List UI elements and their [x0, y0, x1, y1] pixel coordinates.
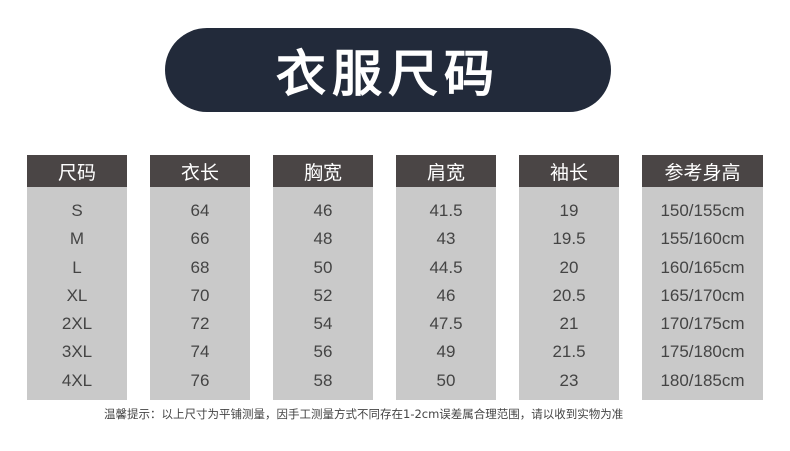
column-header: 尺码 — [27, 155, 127, 187]
table-cell: 4XL — [61, 370, 93, 390]
table-column: 肩宽 41.5 43 44.5 46 47.5 49 50 — [396, 155, 496, 400]
table-cell: 50 — [436, 370, 456, 390]
table-cell: 20 — [559, 257, 579, 277]
table-cell: 46 — [313, 201, 333, 220]
table-cell: 23 — [559, 370, 579, 390]
table-cell: 64 — [190, 201, 210, 220]
table-cell: 49 — [436, 342, 456, 362]
column-header: 肩宽 — [396, 155, 496, 187]
table-cell: 180/185cm — [660, 370, 745, 390]
table-column: 袖长 19 19.5 20 20.5 21 21.5 23 — [519, 155, 619, 400]
table-cell: 44.5 — [429, 257, 463, 277]
table-cell: 155/160cm — [660, 229, 745, 249]
table-cell: 72 — [190, 314, 210, 334]
table-cell: L — [72, 257, 82, 277]
table-cell: 47.5 — [429, 314, 463, 334]
table-cell: 170/175cm — [660, 314, 745, 334]
table-cell: 74 — [190, 342, 210, 362]
page-title: 衣服尺码 — [165, 28, 611, 112]
table-cell: 46 — [436, 285, 456, 305]
table-column: 尺码 S M L XL 2XL 3XL 4XL — [27, 155, 127, 400]
table-cell: 175/180cm — [660, 342, 745, 362]
table-cell: 76 — [190, 370, 210, 390]
table-cell: 3XL — [61, 342, 93, 362]
table-cell: 50 — [313, 257, 333, 277]
table-cell: M — [69, 229, 85, 249]
table-cell: 20.5 — [552, 285, 586, 305]
table-cell: XL — [66, 285, 88, 305]
table-cell: 150/155cm — [660, 201, 745, 220]
table-cell: 19 — [559, 201, 579, 220]
table-cell: 56 — [313, 342, 333, 362]
column-header: 胸宽 — [273, 155, 373, 187]
table-cell: 165/170cm — [660, 285, 745, 305]
table-cell: 21.5 — [552, 342, 586, 362]
table-cell: 52 — [313, 285, 333, 305]
table-cell: 160/165cm — [660, 257, 745, 277]
table-cell: 66 — [190, 229, 210, 249]
column-header: 参考身高 — [642, 155, 763, 187]
table-column: 衣长 64 66 68 70 72 74 76 — [150, 155, 250, 400]
table-cell: 48 — [313, 229, 333, 249]
column-header: 袖长 — [519, 155, 619, 187]
table-cell: S — [71, 201, 83, 220]
table-cell: 21 — [559, 314, 579, 334]
table-cell: 54 — [313, 314, 333, 334]
table-cell: 41.5 — [429, 201, 463, 220]
table-column: 胸宽 46 48 50 52 54 56 58 — [273, 155, 373, 400]
table-column: 参考身高 150/155cm 155/160cm 160/165cm 165/170cm… — [642, 155, 763, 400]
table-cell: 70 — [190, 285, 210, 305]
table-cell: 68 — [190, 257, 210, 277]
measurement-note: 温馨提示：以上尺寸为平铺测量，因手工测量方式不同存在1-2cm误差属合理范围，请… — [104, 407, 624, 421]
table-cell: 58 — [313, 370, 333, 390]
table-cell: 2XL — [61, 314, 93, 334]
table-cell: 43 — [436, 229, 456, 249]
column-header: 衣长 — [150, 155, 250, 187]
table-cell: 19.5 — [552, 229, 586, 249]
